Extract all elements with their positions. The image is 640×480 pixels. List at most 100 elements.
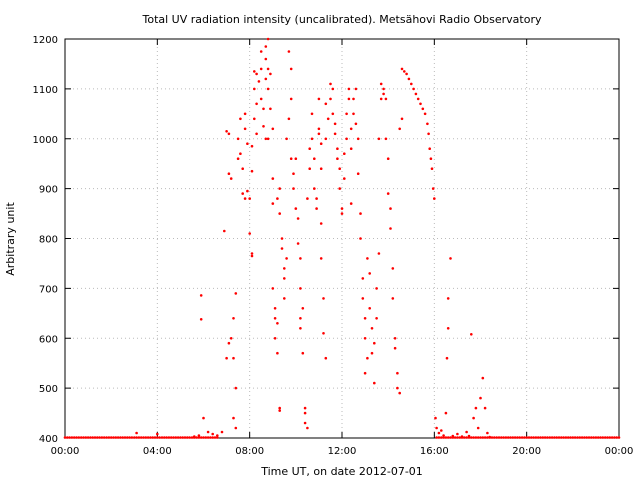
data-point (266, 67, 270, 71)
baseline-point (211, 436, 214, 439)
x-tick-label: 20:00 (512, 446, 541, 457)
data-point (331, 87, 335, 91)
data-point (349, 202, 353, 205)
data-point (345, 112, 348, 116)
baseline-point (460, 436, 464, 439)
baseline-point (585, 436, 588, 439)
data-point (255, 102, 258, 106)
baseline-point (98, 436, 101, 439)
baseline-point (495, 436, 499, 439)
baseline-point (63, 436, 67, 439)
data-point (135, 431, 138, 435)
data-point (264, 77, 268, 81)
y-tick-label: 700 (39, 284, 58, 295)
data-point (446, 327, 450, 330)
data-point (310, 112, 314, 116)
data-point (324, 356, 328, 360)
data-point (317, 132, 321, 136)
data-point (483, 406, 487, 410)
data-point (262, 125, 265, 128)
baseline-point (66, 436, 69, 439)
data-point (283, 277, 286, 280)
baseline-point (77, 436, 81, 439)
data-point (352, 97, 355, 101)
baseline-point (562, 436, 565, 439)
chart-grid (65, 39, 619, 438)
baseline-point (601, 436, 605, 439)
x-tick-labels: 00:00 04:00 08:00 12:00 16:00 20:00 00:00 (51, 446, 634, 457)
y-tick-label: 900 (39, 185, 58, 196)
data-point (156, 432, 159, 436)
baseline-point (116, 436, 120, 439)
baseline-point (583, 436, 586, 439)
data-point (227, 341, 231, 345)
data-point (232, 356, 235, 360)
data-point (250, 254, 254, 258)
data-point (289, 157, 293, 160)
data-point (386, 157, 390, 160)
baseline-point (530, 436, 533, 439)
data-point (398, 391, 402, 395)
baseline-point (476, 436, 480, 439)
data-point (280, 247, 284, 250)
data-point (416, 97, 420, 101)
data-point (310, 137, 314, 141)
baseline-point (100, 436, 104, 439)
data-point (389, 227, 392, 230)
baseline-point (506, 436, 510, 439)
baseline-point (202, 436, 205, 439)
data-point (393, 337, 397, 340)
baseline-point (486, 436, 489, 439)
baseline-point (446, 436, 450, 439)
data-point (410, 82, 413, 86)
data-point (326, 117, 330, 121)
data-point (199, 318, 203, 321)
data-point (299, 317, 302, 320)
baseline-point (548, 436, 552, 439)
data-point (389, 207, 392, 210)
data-point (391, 297, 395, 300)
data-point (292, 187, 295, 190)
baseline-point (516, 436, 519, 439)
baseline-point (437, 436, 441, 439)
baseline-point (213, 436, 217, 439)
baseline-point (613, 436, 616, 439)
baseline-point (190, 436, 194, 439)
baseline-point (86, 436, 90, 439)
baseline-point (539, 436, 542, 439)
data-point (243, 197, 247, 200)
data-point (354, 122, 358, 126)
baseline-point (435, 436, 438, 439)
data-point (414, 92, 418, 96)
data-point (313, 187, 316, 190)
data-point (306, 426, 309, 430)
data-point (271, 287, 275, 290)
baseline-point (472, 436, 475, 439)
data-point (481, 376, 485, 380)
baseline-point (89, 436, 92, 439)
data-point (269, 107, 272, 111)
data-point (347, 87, 351, 91)
baseline-point (504, 436, 508, 439)
x-tick-label: 16:00 (420, 446, 449, 457)
baseline-point (550, 436, 554, 439)
data-point (333, 132, 337, 136)
baseline-point (144, 436, 148, 439)
baseline-point (509, 436, 512, 439)
y-tick-label: 800 (39, 235, 58, 246)
data-point (262, 107, 265, 111)
data-point (427, 132, 430, 136)
baseline-point (79, 436, 83, 439)
data-point (456, 432, 459, 436)
baseline-point (555, 436, 558, 439)
baseline-point (130, 436, 134, 439)
data-point (299, 257, 302, 260)
baseline-point (493, 436, 496, 439)
baseline-point (465, 436, 468, 439)
baseline-point (520, 436, 524, 439)
baseline-point (68, 436, 71, 439)
baseline-point (199, 436, 203, 439)
baseline-point (163, 436, 166, 439)
baseline-point (174, 436, 178, 439)
data-point (301, 351, 305, 355)
